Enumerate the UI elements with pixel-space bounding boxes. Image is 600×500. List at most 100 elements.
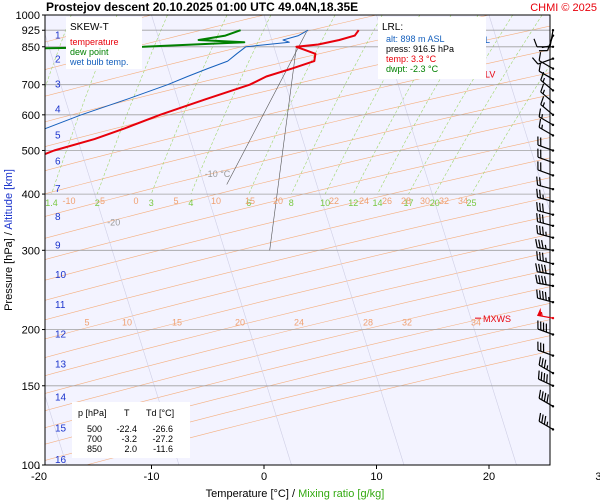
wind-barb-base <box>551 149 555 152</box>
wind-barb-base <box>551 174 555 177</box>
wind-barb-base <box>551 134 555 137</box>
lrl-alt: alt: 898 m ASL <box>386 34 445 44</box>
wind-barb-flag <box>540 240 544 249</box>
dry-adiabat-label: 28 <box>363 318 373 328</box>
wind-barb-flag <box>546 394 549 403</box>
altitude-tick-label: 2 <box>55 54 61 65</box>
wind-barb-flag <box>538 62 542 72</box>
wind-barb-base <box>551 161 555 164</box>
altitude-tick-label: 7 <box>55 184 61 195</box>
wind-barb-base <box>551 100 555 104</box>
wind-barb <box>537 136 555 152</box>
wind-barb <box>537 370 555 387</box>
wind-barb <box>537 148 555 164</box>
wind-barb <box>535 239 555 252</box>
wind-barb-flag <box>539 177 542 186</box>
dry-adiabat <box>45 72 550 195</box>
isotherm <box>45 33 180 465</box>
wind-barb <box>535 274 555 288</box>
dry-adiabat-label: 34 <box>471 318 481 328</box>
wind-barb-staff <box>549 30 554 47</box>
wind-barb-flag <box>536 251 539 260</box>
wind-barb-flag <box>533 38 538 48</box>
pressure-tick-label: 150 <box>22 381 40 393</box>
wind-barb-base <box>551 187 555 191</box>
mixing-ratio-label: 1.4 <box>45 198 58 208</box>
wind-barb <box>536 213 555 228</box>
pressure-tick-label: 700 <box>22 80 40 92</box>
wind-barb-flag <box>540 149 542 159</box>
wind-barb-staff <box>537 58 554 65</box>
wind-barb-flag <box>541 252 544 262</box>
wind-barb-flag <box>545 323 548 333</box>
wind-barb <box>536 224 555 239</box>
wind-barb-flag <box>543 359 547 369</box>
dry-adiabat <box>45 49 550 171</box>
isotherm <box>376 15 517 465</box>
altitude-tick-label: 11 <box>55 300 66 311</box>
mixing-ratio-label: 3 <box>149 198 154 208</box>
wind-barb-base <box>551 57 555 60</box>
wind-barb <box>536 201 555 216</box>
wind-barb-flag <box>538 389 542 399</box>
wind-barb <box>541 29 555 49</box>
wind-barb-flag <box>542 343 545 353</box>
wind-barb-flag <box>538 275 541 284</box>
altitude-tick-label: 5 <box>55 130 61 141</box>
altitude-tick-label: 8 <box>55 212 61 223</box>
wind-barb-flag <box>539 202 542 212</box>
wind-barb-flag <box>535 239 538 248</box>
dry-adiabat-label: 5 <box>173 196 178 206</box>
mixing-ratio-label: 4 <box>188 198 193 208</box>
dry-adiabat-label: 26 <box>382 196 392 206</box>
wind-barb <box>537 320 555 336</box>
pressure-tick-label: 200 <box>22 325 40 337</box>
temperature-tick-label: -20 <box>31 471 47 483</box>
wind-barb-flag <box>537 148 539 158</box>
wind-barb-flag <box>540 83 545 93</box>
wind-barb-flag <box>539 290 542 299</box>
wind-barb-flag <box>538 356 542 366</box>
wind-barb-half <box>542 89 546 95</box>
wind-barb-flag <box>536 188 539 198</box>
wind-barb-flag <box>538 108 542 117</box>
wind-barb-flag <box>540 321 542 331</box>
wind-barb-base <box>551 113 555 117</box>
plot-frame <box>44 14 551 466</box>
wind-barb-flag <box>540 371 543 381</box>
table-cell: -22.4 <box>116 424 137 434</box>
lrl-press: press: 916.5 hPa <box>386 44 454 54</box>
dry-adiabat-label: 20 <box>273 196 283 206</box>
wind-barb-flag <box>537 136 539 146</box>
y-axis-separator: / <box>3 230 15 239</box>
wind-barb-base <box>551 405 555 408</box>
pressure-tick-label: 400 <box>22 189 40 201</box>
legend-wet-bulb: wet bulb temp. <box>69 57 129 67</box>
wind-barb-flag <box>535 263 538 272</box>
dry-adiabat <box>45 251 550 376</box>
wind-barb-flag <box>537 370 540 380</box>
mixing-ratio-label: 10 <box>320 198 330 208</box>
wind-barb-flag <box>536 201 539 211</box>
temperature-tick-label: 0 <box>261 471 267 483</box>
wind-barb-flag <box>540 137 542 147</box>
dry-adiabat-label: 24 <box>359 196 369 206</box>
wind-barb-half <box>548 296 550 302</box>
wind-barb <box>531 57 555 65</box>
wind-barb-flag <box>541 391 544 400</box>
legend-dew-point: dew point <box>70 47 109 57</box>
table-cell: -11.6 <box>153 444 173 454</box>
wind-barb-base <box>551 77 555 81</box>
wind-barb <box>536 176 555 191</box>
wind-barb-staff <box>538 60 554 70</box>
wind-barb-base <box>551 316 555 320</box>
wind-barb <box>538 108 555 127</box>
dry-adiabat <box>45 116 550 239</box>
wind-barb-flag <box>543 392 547 402</box>
dry-adiabat-label: -10 <box>62 196 75 206</box>
wind-barb-flag <box>538 50 548 52</box>
wind-barb-flag <box>538 412 542 422</box>
guide-line <box>226 31 307 185</box>
dry-adiabat-label: 5 <box>84 318 89 328</box>
x-axis-separator: / <box>289 488 298 500</box>
